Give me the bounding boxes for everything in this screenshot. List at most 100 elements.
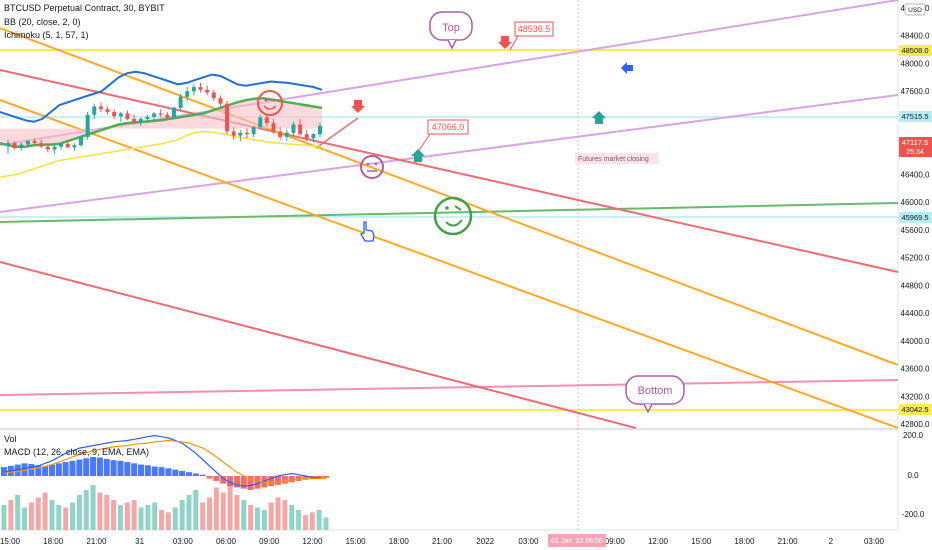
macd-hist-bar[interactable] <box>254 476 261 489</box>
macd-hist-bar[interactable] <box>55 463 62 476</box>
macd-hist-bar[interactable] <box>227 476 234 487</box>
arrow-up-icon-2[interactable] <box>592 111 606 124</box>
volume-bar[interactable] <box>117 505 123 530</box>
candle[interactable] <box>59 143 64 147</box>
macd-hist-bar[interactable] <box>62 462 69 476</box>
macd-hist-bar[interactable] <box>76 459 83 476</box>
macd-hist-bar[interactable] <box>48 464 55 476</box>
candle[interactable] <box>171 107 176 118</box>
candle[interactable] <box>291 124 296 133</box>
volume-bar[interactable] <box>63 507 69 531</box>
candle[interactable] <box>244 132 249 135</box>
volume-bar[interactable] <box>248 505 254 530</box>
macd-hist-bar[interactable] <box>316 476 323 479</box>
volume-bar[interactable] <box>76 495 82 530</box>
volume-bar[interactable] <box>104 495 110 530</box>
volume-bar[interactable] <box>213 487 219 531</box>
macd-indicator[interactable]: 200.0 0.0 -200.0 <box>1 431 925 530</box>
volume-bar[interactable] <box>159 510 165 530</box>
volume-bar[interactable] <box>111 500 117 530</box>
macd-hist-bar[interactable] <box>220 476 227 484</box>
macd-hist-bar[interactable] <box>96 457 103 476</box>
volume-bar[interactable] <box>302 515 308 530</box>
volume-bar[interactable] <box>179 500 185 530</box>
bottom-callout[interactable]: Bottom <box>625 375 685 414</box>
volume-bar[interactable] <box>186 495 192 530</box>
candle[interactable] <box>125 113 130 119</box>
candle[interactable] <box>132 118 137 122</box>
volume-bar[interactable] <box>131 500 137 530</box>
candle[interactable] <box>298 124 303 135</box>
candle[interactable] <box>311 134 316 139</box>
candlesticks[interactable] <box>6 82 322 154</box>
volume-bar[interactable] <box>90 485 96 530</box>
volume-bar[interactable] <box>200 502 206 531</box>
vol-legend[interactable]: Vol <box>4 434 17 444</box>
candle[interactable] <box>79 136 84 146</box>
candle[interactable] <box>98 106 103 110</box>
macd-hist-bar[interactable] <box>185 472 192 476</box>
candle[interactable] <box>45 146 50 150</box>
volume-bar[interactable] <box>83 490 89 530</box>
time-axis[interactable]: 15:00 18:00 21:00 31 03:00 06:00 09:00 12:00 15:… <box>0 537 885 546</box>
neutral-face-icon[interactable] <box>360 155 384 179</box>
volume-bar[interactable] <box>289 505 295 530</box>
volume-bar[interactable] <box>28 502 34 531</box>
pointing-hand-icon[interactable] <box>360 221 375 242</box>
candle[interactable] <box>105 109 110 112</box>
candle[interactable] <box>145 116 150 119</box>
macd-hist-bar[interactable] <box>158 467 165 476</box>
candle[interactable] <box>72 145 77 148</box>
volume-bar[interactable] <box>70 502 76 531</box>
red-trend-lower[interactable] <box>0 261 637 429</box>
macd-hist-bar[interactable] <box>103 458 110 476</box>
candle[interactable] <box>218 98 223 104</box>
candle[interactable] <box>178 96 183 108</box>
volume-bar[interactable] <box>97 492 103 531</box>
arrow-down-icon-2[interactable] <box>351 100 365 113</box>
candle[interactable] <box>251 127 256 135</box>
volume-bar[interactable] <box>42 492 48 531</box>
macd-hist-bar[interactable] <box>117 460 124 476</box>
volume-bar[interactable] <box>15 495 21 530</box>
volume-bar[interactable] <box>282 500 288 530</box>
candle[interactable] <box>112 112 117 117</box>
winking-face-icon[interactable] <box>433 196 473 236</box>
volume-bar[interactable] <box>268 502 274 531</box>
volume-bar[interactable] <box>152 502 158 531</box>
candle[interactable] <box>271 123 276 132</box>
macd-hist-bar[interactable] <box>69 460 76 476</box>
candle[interactable] <box>39 143 44 147</box>
volume-bar[interactable] <box>124 502 130 531</box>
volume-bar[interactable] <box>323 517 329 531</box>
macd-hist-bar[interactable] <box>240 476 247 489</box>
macd-hist-bar[interactable] <box>131 463 138 476</box>
candle[interactable] <box>264 117 269 124</box>
volume-bar[interactable] <box>220 492 226 531</box>
target-high-label[interactable]: 48536.5 <box>509 21 554 51</box>
candle[interactable] <box>32 141 37 144</box>
candle[interactable] <box>284 132 289 137</box>
volume-bar[interactable] <box>1 505 7 530</box>
macd-hist-bar[interactable] <box>165 468 172 476</box>
macd-hist-bar[interactable] <box>83 458 90 476</box>
macd-hist-bar[interactable] <box>1 467 7 476</box>
macd-legend[interactable]: MACD (12, 26, close, 9, EMA, EMA) <box>4 447 150 457</box>
volume-bar[interactable] <box>145 505 151 530</box>
currency-badge[interactable]: USD <box>904 3 926 16</box>
candle[interactable] <box>52 146 57 150</box>
volume-bar[interactable] <box>261 510 267 530</box>
volume-bar[interactable] <box>207 497 213 531</box>
volume-bar[interactable] <box>56 505 62 530</box>
candle[interactable] <box>191 87 196 92</box>
arrow-down-icon[interactable] <box>498 36 512 49</box>
orange-trend-lower[interactable] <box>0 99 899 429</box>
target-mid-label[interactable]: 47066.0 <box>417 119 469 153</box>
macd-hist-bar[interactable] <box>28 463 35 476</box>
candle[interactable] <box>318 125 322 135</box>
volume-bar[interactable] <box>172 507 178 531</box>
macd-hist-bar[interactable] <box>295 476 302 482</box>
macd-hist-bar[interactable] <box>281 476 288 484</box>
ichimoku-legend[interactable]: Ichimoku (5, 1, 57, 1) <box>4 30 89 40</box>
